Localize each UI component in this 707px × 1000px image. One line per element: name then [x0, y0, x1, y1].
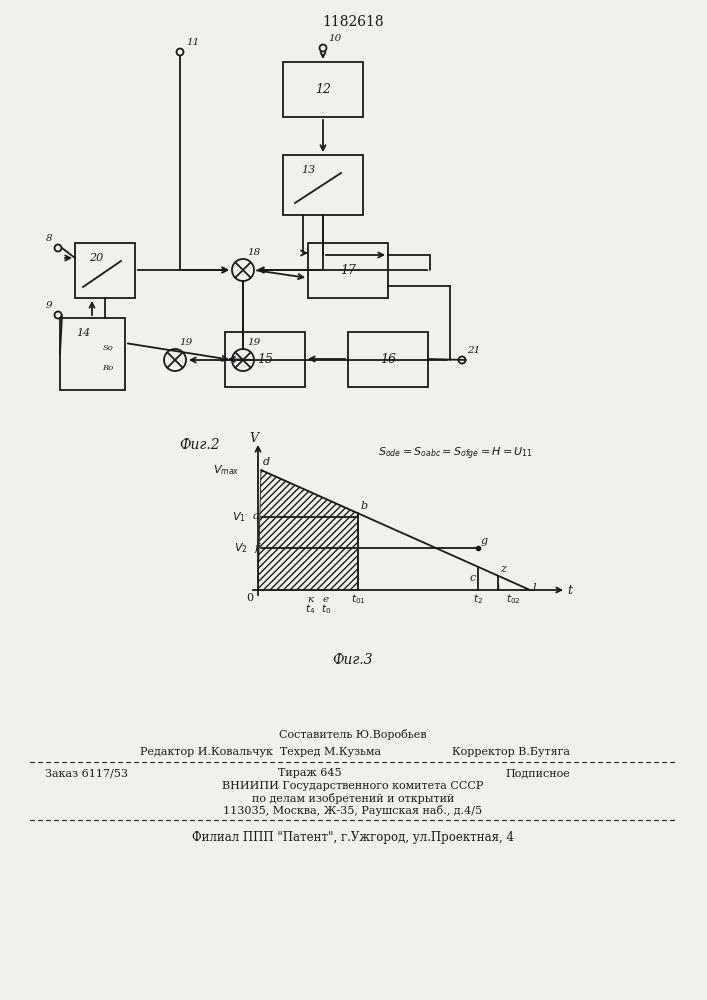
Text: 12: 12 — [315, 83, 331, 96]
Bar — [75, 243, 135, 298]
Text: Фиг.2: Фиг.2 — [180, 438, 221, 452]
Bar — [308, 243, 388, 298]
Text: $V_2$: $V_2$ — [234, 541, 248, 555]
Text: V: V — [250, 432, 259, 444]
Text: Корректор В.Бутяга: Корректор В.Бутяга — [452, 747, 570, 757]
Text: к: к — [307, 594, 313, 603]
Bar — [348, 332, 428, 387]
Text: l: l — [533, 583, 537, 593]
Text: $t_0$: $t_0$ — [321, 602, 331, 616]
Bar — [60, 318, 125, 390]
Text: 16: 16 — [380, 353, 396, 366]
Text: 10: 10 — [328, 34, 341, 43]
Text: 17: 17 — [340, 264, 356, 277]
Text: $S_{ode}=S_{oabc}=S_{ofge}=H=U_{11}$: $S_{ode}=S_{oabc}=S_{ofge}=H=U_{11}$ — [378, 446, 533, 462]
Text: 113035, Москва, Ж-35, Раушская наб., д.4/5: 113035, Москва, Ж-35, Раушская наб., д.4… — [223, 804, 483, 816]
Text: b: b — [361, 501, 368, 511]
Text: 19: 19 — [247, 338, 260, 347]
Text: 19: 19 — [179, 338, 192, 347]
Text: Заказ 6117/53: Заказ 6117/53 — [45, 768, 128, 778]
Text: e: e — [323, 594, 329, 603]
Text: t: t — [568, 584, 573, 597]
Text: 8: 8 — [45, 234, 52, 243]
Text: ВНИИПИ Государственного комитета СССР: ВНИИПИ Государственного комитета СССР — [222, 781, 484, 791]
Polygon shape — [258, 470, 358, 590]
Text: Ro: Ro — [103, 364, 114, 372]
Text: по делам изобретений и открытий: по делам изобретений и открытий — [252, 792, 454, 804]
Text: $t_{02}$: $t_{02}$ — [506, 592, 520, 606]
Text: 14: 14 — [76, 328, 90, 338]
Text: 1182618: 1182618 — [322, 15, 384, 29]
Text: 20: 20 — [89, 253, 103, 263]
Text: Фиг.3: Фиг.3 — [333, 653, 373, 667]
Text: g: g — [481, 536, 488, 546]
Text: $t_4$: $t_4$ — [305, 602, 315, 616]
Text: Филиал ППП "Патент", г.Ужгород, ул.Проектная, 4: Филиал ППП "Патент", г.Ужгород, ул.Проек… — [192, 832, 514, 844]
Text: Подписное: Подписное — [506, 768, 570, 778]
Text: 18: 18 — [247, 248, 260, 257]
Text: $V_1$: $V_1$ — [232, 510, 246, 524]
Bar — [283, 155, 363, 215]
Text: $t_{01}$: $t_{01}$ — [351, 592, 366, 606]
Text: d: d — [263, 457, 270, 467]
Text: So: So — [103, 344, 113, 352]
Bar — [283, 62, 363, 117]
Text: 15: 15 — [257, 353, 273, 366]
Text: 11: 11 — [186, 38, 199, 47]
Text: Тираж 645: Тираж 645 — [278, 768, 341, 778]
Text: 13: 13 — [301, 165, 315, 175]
Text: z: z — [500, 564, 506, 574]
Text: c: c — [470, 573, 477, 583]
Bar — [225, 332, 305, 387]
Text: 21: 21 — [467, 346, 480, 355]
Text: $V_{max}$: $V_{max}$ — [214, 463, 240, 477]
Text: a: a — [252, 511, 259, 521]
Text: f: f — [255, 543, 259, 553]
Text: Составитель Ю.Воробьев: Составитель Ю.Воробьев — [279, 730, 427, 740]
Text: 9: 9 — [45, 301, 52, 310]
Text: 0: 0 — [247, 593, 254, 603]
Text: $t_2$: $t_2$ — [473, 592, 483, 606]
Text: Редактор И.Ковальчук  Техред М.Кузьма: Редактор И.Ковальчук Техред М.Кузьма — [140, 747, 381, 757]
